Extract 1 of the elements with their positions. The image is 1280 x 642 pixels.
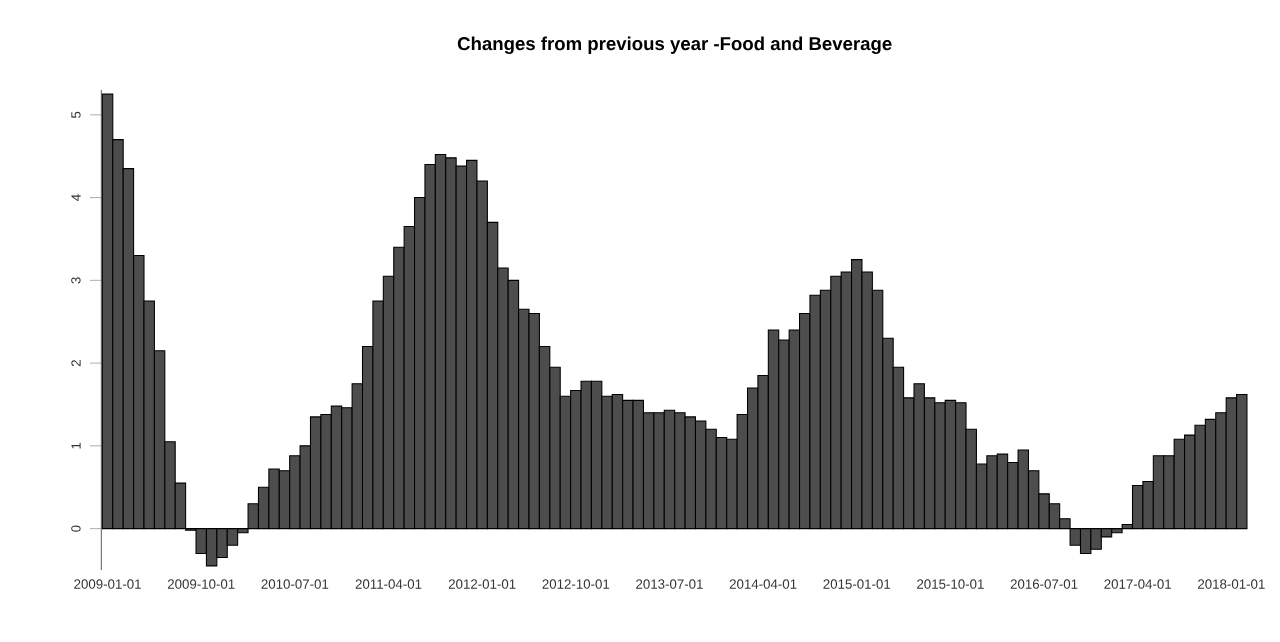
chart-title: Changes from previous year -Food and Beverage — [457, 36, 892, 55]
